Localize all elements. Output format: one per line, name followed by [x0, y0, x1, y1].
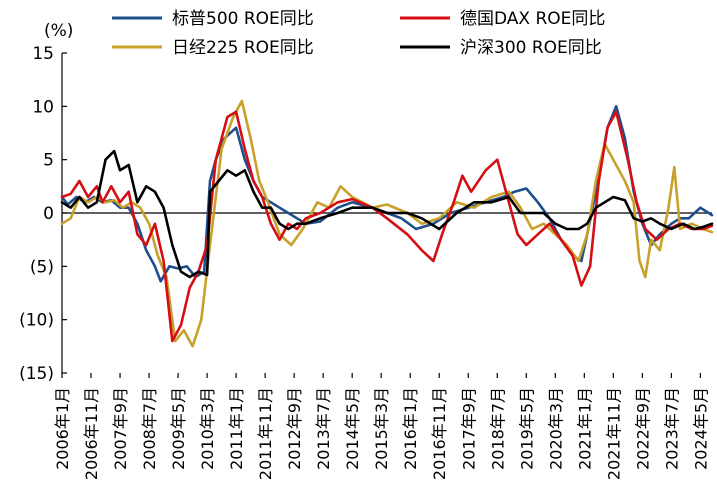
series-lines	[60, 99, 714, 348]
x-tick-label: 2023年7月	[662, 387, 681, 470]
x-tick-label: 2011年1月	[227, 387, 246, 470]
x-tick-label: 2020年3月	[546, 387, 565, 470]
y-ticks: 15 10 5 0 (5) (10) (15)	[19, 44, 67, 384]
x-tick-label: 2010年3月	[198, 387, 217, 470]
x-tick-label: 2016年11月	[430, 387, 449, 480]
x-ticks: 2006年1月 2006年11月 2007年9月 2008年7月 2009年5月 2010…	[53, 373, 710, 480]
x-tick-label: 2014年5月	[343, 387, 362, 470]
x-tick-label: 2024年5月	[691, 387, 710, 470]
legend-label: 标普500 ROE同比	[172, 9, 314, 29]
x-tick-label: 2016年1月	[401, 387, 420, 470]
legend-label: 德国DAX ROE同比	[460, 9, 605, 29]
y-tick-label: 5	[43, 151, 54, 171]
x-tick-label: 2006年11月	[82, 387, 101, 480]
x-tick-label: 2009年5月	[169, 387, 188, 470]
x-tick-label: 2017年9月	[459, 387, 478, 470]
series-line-2	[60, 110, 714, 343]
x-tick-label: 2006年1月	[53, 387, 72, 470]
y-axis-unit-label: (%)	[44, 21, 73, 41]
x-tick-label: 2013年7月	[314, 387, 333, 470]
y-tick-label: (10)	[19, 311, 54, 331]
y-tick-label: 10	[32, 97, 54, 117]
x-tick-label: 2022年9月	[633, 387, 652, 470]
x-tick-label: 2015年3月	[372, 387, 391, 470]
legend-label: 沪深300 ROE同比	[460, 38, 602, 58]
x-tick-label: 2011年11月	[256, 387, 275, 480]
x-tick-label: 2018年7月	[488, 387, 507, 470]
x-tick-label: 2008年7月	[140, 387, 159, 470]
y-tick-label: (5)	[30, 257, 54, 277]
legend-label: 日经225 ROE同比	[172, 38, 314, 58]
x-tick-label: 2012年9月	[285, 387, 304, 470]
x-tick-label: 2007年9月	[111, 387, 130, 470]
series-line-4	[60, 149, 714, 279]
series-line-3	[60, 99, 714, 348]
x-tick-label: 2021年1月	[575, 387, 594, 470]
x-tick-label: 2021年11月	[604, 387, 623, 480]
x-tick-label: 2019年5月	[517, 387, 536, 470]
y-tick-label: 0	[43, 204, 54, 224]
series-line-1	[60, 105, 714, 283]
y-tick-label: (15)	[19, 364, 54, 384]
y-tick-label: 15	[32, 44, 54, 64]
